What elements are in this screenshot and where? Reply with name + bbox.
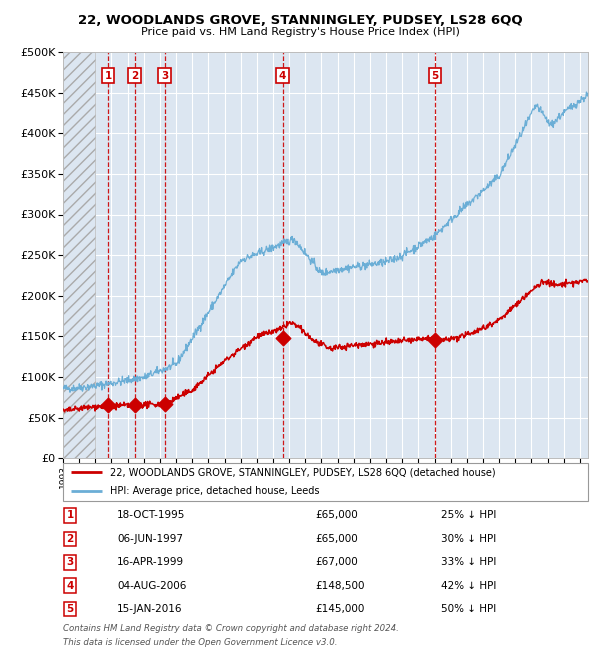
Text: 1: 1 — [67, 510, 74, 521]
Text: HPI: Average price, detached house, Leeds: HPI: Average price, detached house, Leed… — [110, 486, 320, 496]
Text: Price paid vs. HM Land Registry's House Price Index (HPI): Price paid vs. HM Land Registry's House … — [140, 27, 460, 37]
Text: 18-OCT-1995: 18-OCT-1995 — [117, 510, 185, 521]
Point — [130, 400, 139, 411]
Text: 1: 1 — [104, 71, 112, 81]
Text: 33% ↓ HPI: 33% ↓ HPI — [441, 557, 496, 567]
Text: 16-APR-1999: 16-APR-1999 — [117, 557, 184, 567]
Text: 4: 4 — [67, 580, 74, 591]
Text: Contains HM Land Registry data © Crown copyright and database right 2024.: Contains HM Land Registry data © Crown c… — [63, 624, 399, 633]
Point — [103, 400, 113, 411]
Text: 50% ↓ HPI: 50% ↓ HPI — [441, 604, 496, 614]
Point — [160, 398, 169, 409]
Text: 42% ↓ HPI: 42% ↓ HPI — [441, 580, 496, 591]
Text: 30% ↓ HPI: 30% ↓ HPI — [441, 534, 496, 544]
Text: £65,000: £65,000 — [315, 510, 358, 521]
Text: 4: 4 — [279, 71, 286, 81]
Text: 5: 5 — [431, 71, 439, 81]
Text: £65,000: £65,000 — [315, 534, 358, 544]
Text: 22, WOODLANDS GROVE, STANNINGLEY, PUDSEY, LS28 6QQ: 22, WOODLANDS GROVE, STANNINGLEY, PUDSEY… — [77, 14, 523, 27]
Text: 04-AUG-2006: 04-AUG-2006 — [117, 580, 187, 591]
Text: 22, WOODLANDS GROVE, STANNINGLEY, PUDSEY, LS28 6QQ (detached house): 22, WOODLANDS GROVE, STANNINGLEY, PUDSEY… — [110, 467, 496, 477]
Text: 2: 2 — [131, 71, 138, 81]
Point — [278, 332, 287, 343]
Text: 15-JAN-2016: 15-JAN-2016 — [117, 604, 182, 614]
Text: £148,500: £148,500 — [315, 580, 365, 591]
Text: 2: 2 — [67, 534, 74, 544]
Text: This data is licensed under the Open Government Licence v3.0.: This data is licensed under the Open Gov… — [63, 638, 337, 647]
Text: 06-JUN-1997: 06-JUN-1997 — [117, 534, 183, 544]
FancyBboxPatch shape — [63, 463, 588, 500]
Text: 3: 3 — [161, 71, 168, 81]
Text: 5: 5 — [67, 604, 74, 614]
Text: 25% ↓ HPI: 25% ↓ HPI — [441, 510, 496, 521]
Text: 3: 3 — [67, 557, 74, 567]
Text: £67,000: £67,000 — [315, 557, 358, 567]
Bar — [63, 52, 95, 458]
Text: £145,000: £145,000 — [315, 604, 364, 614]
Point — [430, 335, 440, 346]
